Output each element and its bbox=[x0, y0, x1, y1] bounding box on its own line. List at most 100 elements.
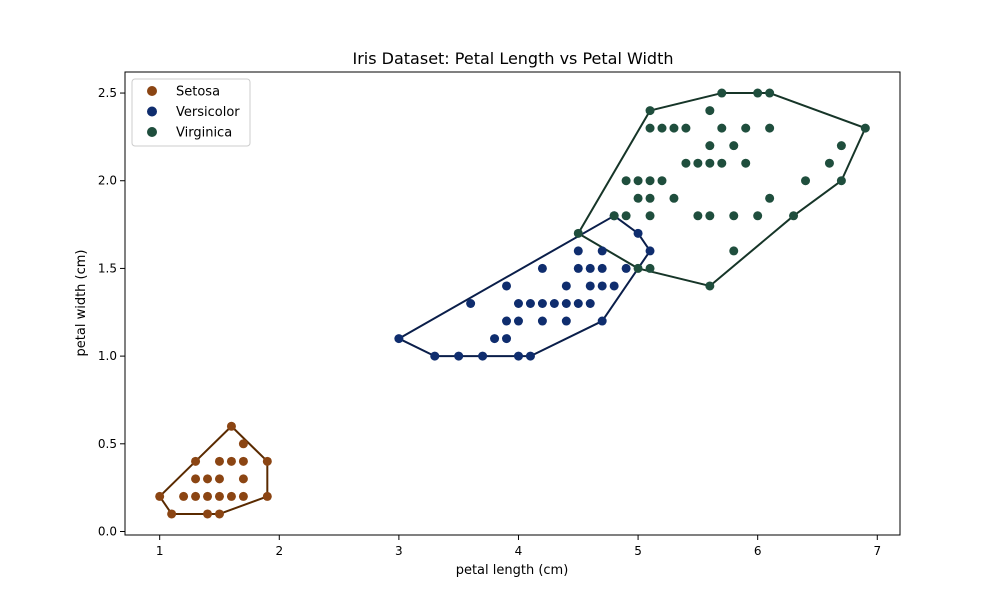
versicolor-point bbox=[561, 299, 571, 308]
virginica-point bbox=[729, 211, 739, 221]
legend-marker-virginica bbox=[147, 127, 157, 137]
virginica-point bbox=[801, 176, 811, 186]
setosa-point bbox=[167, 509, 177, 519]
virginica-point bbox=[705, 281, 715, 291]
virginica-point bbox=[645, 263, 655, 273]
virginica-point bbox=[741, 158, 751, 168]
legend-label-virginica: Virginica bbox=[176, 126, 232, 141]
setosa-point bbox=[226, 491, 236, 501]
setosa-point bbox=[203, 491, 213, 501]
setosa-point bbox=[214, 491, 224, 501]
versicolor-point bbox=[585, 281, 595, 291]
virginica-point bbox=[705, 141, 715, 151]
setosa-point bbox=[226, 421, 236, 431]
virginica-point bbox=[729, 246, 739, 256]
versicolor-hull bbox=[398, 214, 652, 358]
versicolor-point bbox=[597, 316, 607, 326]
versicolor-point bbox=[466, 299, 476, 308]
virginica-point bbox=[633, 193, 643, 203]
versicolor-point bbox=[597, 263, 607, 273]
virginica-point bbox=[645, 193, 655, 203]
versicolor-point bbox=[513, 316, 523, 326]
virginica-point bbox=[705, 158, 715, 168]
virginica-point bbox=[753, 88, 763, 98]
x-tick-label: 6 bbox=[754, 544, 762, 558]
virginica-point bbox=[836, 176, 846, 186]
y-tick-label: 2.5 bbox=[98, 86, 117, 100]
versicolor-point bbox=[561, 316, 571, 326]
versicolor-point bbox=[561, 281, 571, 291]
legend-label-versicolor: Versicolor bbox=[176, 105, 240, 120]
versicolor-point bbox=[394, 334, 404, 344]
versicolor-point bbox=[430, 351, 440, 361]
setosa-point bbox=[214, 474, 224, 484]
y-axis: 0.0 0.5 1.0 1.5 2.0 2.5 bbox=[98, 86, 125, 538]
versicolor-point bbox=[502, 334, 512, 344]
x-tick-label: 5 bbox=[634, 544, 642, 558]
y-tick-label: 0.5 bbox=[98, 437, 117, 451]
x-tick-label: 4 bbox=[515, 544, 523, 558]
virginica-point bbox=[789, 211, 799, 221]
virginica-point bbox=[729, 141, 739, 151]
virginica-point bbox=[693, 211, 703, 221]
setosa-point bbox=[191, 456, 201, 466]
setosa-point bbox=[191, 474, 201, 484]
setosa-point bbox=[214, 509, 224, 519]
versicolor-point bbox=[585, 263, 595, 273]
chart-title: Iris Dataset: Petal Length vs Petal Widt… bbox=[352, 49, 673, 68]
virginica-point bbox=[657, 123, 667, 133]
versicolor-point bbox=[537, 263, 547, 273]
y-tick-label: 0.0 bbox=[98, 524, 117, 538]
virginica-point bbox=[717, 158, 727, 168]
setosa-point bbox=[155, 491, 165, 501]
x-tick-label: 3 bbox=[395, 544, 403, 558]
x-tick-label: 7 bbox=[873, 544, 881, 558]
versicolor-point bbox=[525, 351, 535, 361]
versicolor-point bbox=[573, 246, 583, 256]
versicolor-point bbox=[478, 351, 488, 361]
hull-layer bbox=[158, 92, 867, 515]
versicolor-point bbox=[537, 316, 547, 326]
legend-label-setosa: Setosa bbox=[176, 85, 220, 100]
versicolor-point bbox=[633, 228, 643, 238]
setosa-point bbox=[226, 456, 236, 466]
versicolor-point bbox=[573, 299, 583, 308]
x-axis-label: petal length (cm) bbox=[456, 563, 569, 578]
x-axis: 1 2 3 4 5 6 7 bbox=[156, 535, 881, 558]
versicolor-point bbox=[621, 263, 631, 273]
legend-marker-versicolor bbox=[147, 106, 157, 117]
legend-box bbox=[131, 78, 251, 147]
virginica-point bbox=[633, 263, 643, 273]
virginica-point bbox=[657, 176, 667, 186]
versicolor-point bbox=[645, 246, 655, 256]
virginica-hull bbox=[577, 92, 867, 287]
versicolor-point bbox=[573, 263, 583, 273]
versicolor-point bbox=[549, 299, 559, 308]
virginica-point bbox=[717, 123, 727, 133]
setosa-hull bbox=[158, 425, 269, 515]
versicolor-point bbox=[502, 281, 512, 291]
virginica-point bbox=[669, 193, 679, 203]
versicolor-point bbox=[513, 351, 523, 361]
virginica-point bbox=[681, 123, 691, 133]
virginica-point bbox=[645, 211, 655, 221]
legend-marker-setosa bbox=[147, 86, 157, 96]
x-tick-label: 2 bbox=[275, 544, 283, 558]
virginica-point bbox=[705, 211, 715, 221]
versicolor-point bbox=[454, 351, 464, 361]
virginica-point bbox=[765, 88, 775, 98]
virginica-point bbox=[669, 123, 679, 133]
setosa-point bbox=[262, 491, 272, 501]
y-tick-label: 1.5 bbox=[98, 261, 117, 275]
versicolor-point bbox=[490, 334, 500, 344]
y-axis-label: petal width (cm) bbox=[74, 250, 89, 357]
versicolor-point bbox=[525, 299, 535, 308]
versicolor-point bbox=[502, 316, 512, 326]
versicolor-point bbox=[585, 299, 595, 308]
setosa-point bbox=[179, 491, 189, 501]
virginica-point bbox=[681, 158, 691, 168]
versicolor-point bbox=[597, 281, 607, 291]
versicolor-point bbox=[609, 281, 619, 291]
setosa-point bbox=[262, 456, 272, 466]
setosa-point bbox=[238, 456, 248, 466]
